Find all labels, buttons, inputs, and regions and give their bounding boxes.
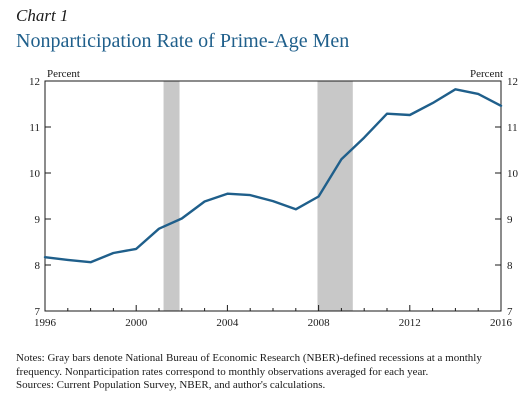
chart-title: Nonparticipation Rate of Prime-Age Men (16, 30, 350, 52)
chart-number: Chart 1 (16, 6, 69, 25)
x-tick-label: 2012 (399, 317, 421, 329)
y-axis-label-right: Percent (470, 68, 503, 80)
y-tick-label-left: 10 (29, 168, 41, 180)
x-tick-label: 2016 (490, 317, 513, 329)
y-tick-label-right: 8 (507, 260, 513, 272)
y-axis-label-left: Percent (47, 68, 80, 80)
chart-notes: Notes: Gray bars denote National Bureau … (16, 352, 521, 393)
x-tick-label: 2008 (308, 317, 331, 329)
axis-ticks: 7 7 8 8 9 9 10 10 11 11 12 12 1996 2000 2004 2008 2012 20… (29, 76, 519, 329)
series-line-layer (43, 88, 503, 264)
y-tick-label-left: 12 (29, 76, 40, 88)
series-line-1 (43, 88, 503, 264)
y-tick-label-left: 11 (29, 122, 40, 134)
recession-bars (163, 81, 353, 311)
y-tick-label-right: 7 (507, 306, 513, 318)
sources-line: Sources: Current Population Survey, NBER… (16, 379, 326, 391)
y-tick-label-right: 10 (507, 168, 519, 180)
recession-bar-2 (317, 81, 353, 311)
recession-bar-1 (163, 81, 180, 311)
notes-line-2: frequency. Nonparticipation rates corres… (16, 365, 429, 378)
y-tick-label-left: 9 (35, 214, 41, 226)
notes-line-1: Notes: Gray bars denote National Bureau … (16, 352, 482, 364)
y-tick-label-right: 11 (507, 122, 518, 134)
x-tick-label: 1996 (34, 317, 57, 329)
y-tick-label-left: 8 (35, 260, 41, 272)
y-tick-label-right: 9 (507, 214, 513, 226)
y-tick-label-right: 12 (507, 76, 518, 88)
y-tick-label-left: 7 (35, 306, 41, 318)
x-tick-label: 2000 (125, 317, 148, 329)
plot-frame (44, 80, 502, 312)
x-tick-label: 2004 (216, 317, 239, 329)
